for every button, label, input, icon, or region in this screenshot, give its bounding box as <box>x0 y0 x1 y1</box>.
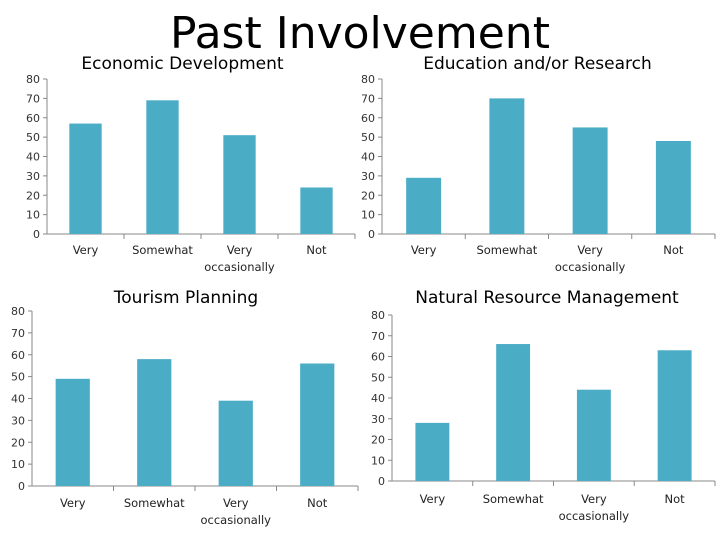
x-category-label: Not <box>306 243 327 257</box>
y-tick-label: 70 <box>11 327 25 340</box>
y-tick-label: 60 <box>11 349 25 362</box>
x-category-label: Very <box>420 492 446 506</box>
chart-education-research: Education and/or Research 0 10 20 30 40 50 60 7… <box>360 53 716 283</box>
y-tick-label: 20 <box>26 189 40 202</box>
y-tick-label: 0 <box>33 228 40 241</box>
y-tick-label: 60 <box>26 112 40 125</box>
x-category-label: Not <box>665 492 686 506</box>
bar-very-occasionally <box>576 389 611 481</box>
y-tick-label: 50 <box>11 371 25 384</box>
x-category-label: Somewhat <box>483 492 544 506</box>
chart-economic-development: Economic Development 0 10 20 30 40 50 60 70 80 Ve… <box>10 53 356 274</box>
bar-chart-svg: 0 10 20 30 40 50 60 70 80 Very Somewhat Very occasio… <box>11 305 359 527</box>
chart-title: Education and/or Research <box>423 54 652 74</box>
chart-natural-resource-management: Natural Resource Management 0 10 20 30 40 50 6… <box>360 287 716 537</box>
y-tick-label: 70 <box>26 92 40 105</box>
y-tick-label: 10 <box>26 209 40 222</box>
y-tick-label: 0 <box>368 228 375 241</box>
y-tick-label: 30 <box>371 413 385 426</box>
y-tick-label: 10 <box>371 454 385 467</box>
bar-somewhat <box>496 344 531 481</box>
x-category-label: Very occasionally <box>555 243 626 274</box>
y-tick-label: 80 <box>361 73 375 86</box>
y-tick-label: 0 <box>378 475 385 488</box>
y-tick-label: 40 <box>371 392 385 405</box>
x-category-label: Very occasionally <box>201 496 272 527</box>
bar-not <box>657 350 692 481</box>
x-category-label: Not <box>307 496 328 510</box>
chart-title: Tourism Planning <box>113 288 259 308</box>
y-tick-label: 40 <box>361 151 375 164</box>
x-category-label: Somewhat <box>476 243 537 257</box>
bar-chart-svg: 0 10 20 30 40 50 60 70 80 Very Somewhat Very occasio… <box>371 309 716 523</box>
y-tick-label: 70 <box>371 330 385 343</box>
y-tick-label: 50 <box>26 131 40 144</box>
y-tick-label: 60 <box>371 351 385 364</box>
x-category-label: Not <box>663 243 684 257</box>
y-tick-label: 50 <box>361 131 375 144</box>
y-tick-label: 0 <box>18 480 25 493</box>
x-category-label: Very occasionally <box>204 243 275 274</box>
x-category-label: Somewhat <box>132 243 193 257</box>
y-tick-label: 60 <box>361 112 375 125</box>
x-category-label: Very <box>411 243 437 257</box>
chart-title: Economic Development <box>81 54 284 74</box>
bar-somewhat <box>489 98 525 234</box>
y-tick-label: 80 <box>371 309 385 322</box>
y-tick-label: 30 <box>361 170 375 183</box>
bar-very-occasionally <box>218 400 253 486</box>
chart-tourism-planning: Tourism Planning 0 10 20 30 40 50 60 70 80 Very So… <box>0 287 360 537</box>
bar-very <box>406 177 442 234</box>
chart-title: Natural Resource Management <box>415 288 679 308</box>
y-tick-label: 20 <box>11 436 25 449</box>
x-category-label: Very <box>73 243 99 257</box>
y-tick-label: 80 <box>26 73 40 86</box>
bar-not <box>655 141 691 234</box>
y-tick-label: 40 <box>11 393 25 406</box>
x-category-label: Somewhat <box>124 496 185 510</box>
bar-chart-svg: 0 10 20 30 40 50 60 70 80 Very Somewhat Very occasio… <box>26 73 356 274</box>
bar-somewhat <box>137 359 172 486</box>
bar-somewhat <box>146 100 179 234</box>
y-tick-label: 30 <box>26 170 40 183</box>
y-tick-label: 70 <box>361 92 375 105</box>
slide-title: Past Involvement <box>170 8 550 59</box>
y-tick-label: 80 <box>11 305 25 318</box>
bar-not <box>300 363 335 486</box>
x-category-label: Very <box>60 496 86 510</box>
y-tick-label: 30 <box>11 414 25 427</box>
bar-chart-svg: 0 10 20 30 40 50 60 70 80 Very Somewhat Very occasio… <box>361 73 716 274</box>
y-tick-label: 40 <box>26 151 40 164</box>
bar-very-occasionally <box>223 135 256 234</box>
y-tick-label: 50 <box>371 371 385 384</box>
y-tick-label: 20 <box>371 434 385 447</box>
y-tick-label: 10 <box>361 209 375 222</box>
bar-very <box>69 123 102 234</box>
x-category-label: Very occasionally <box>559 492 630 523</box>
bar-very-occasionally <box>572 127 608 234</box>
bar-not <box>300 187 333 234</box>
y-tick-label: 20 <box>361 189 375 202</box>
bar-very <box>415 422 450 481</box>
y-tick-label: 10 <box>11 458 25 471</box>
bar-very <box>55 378 90 486</box>
